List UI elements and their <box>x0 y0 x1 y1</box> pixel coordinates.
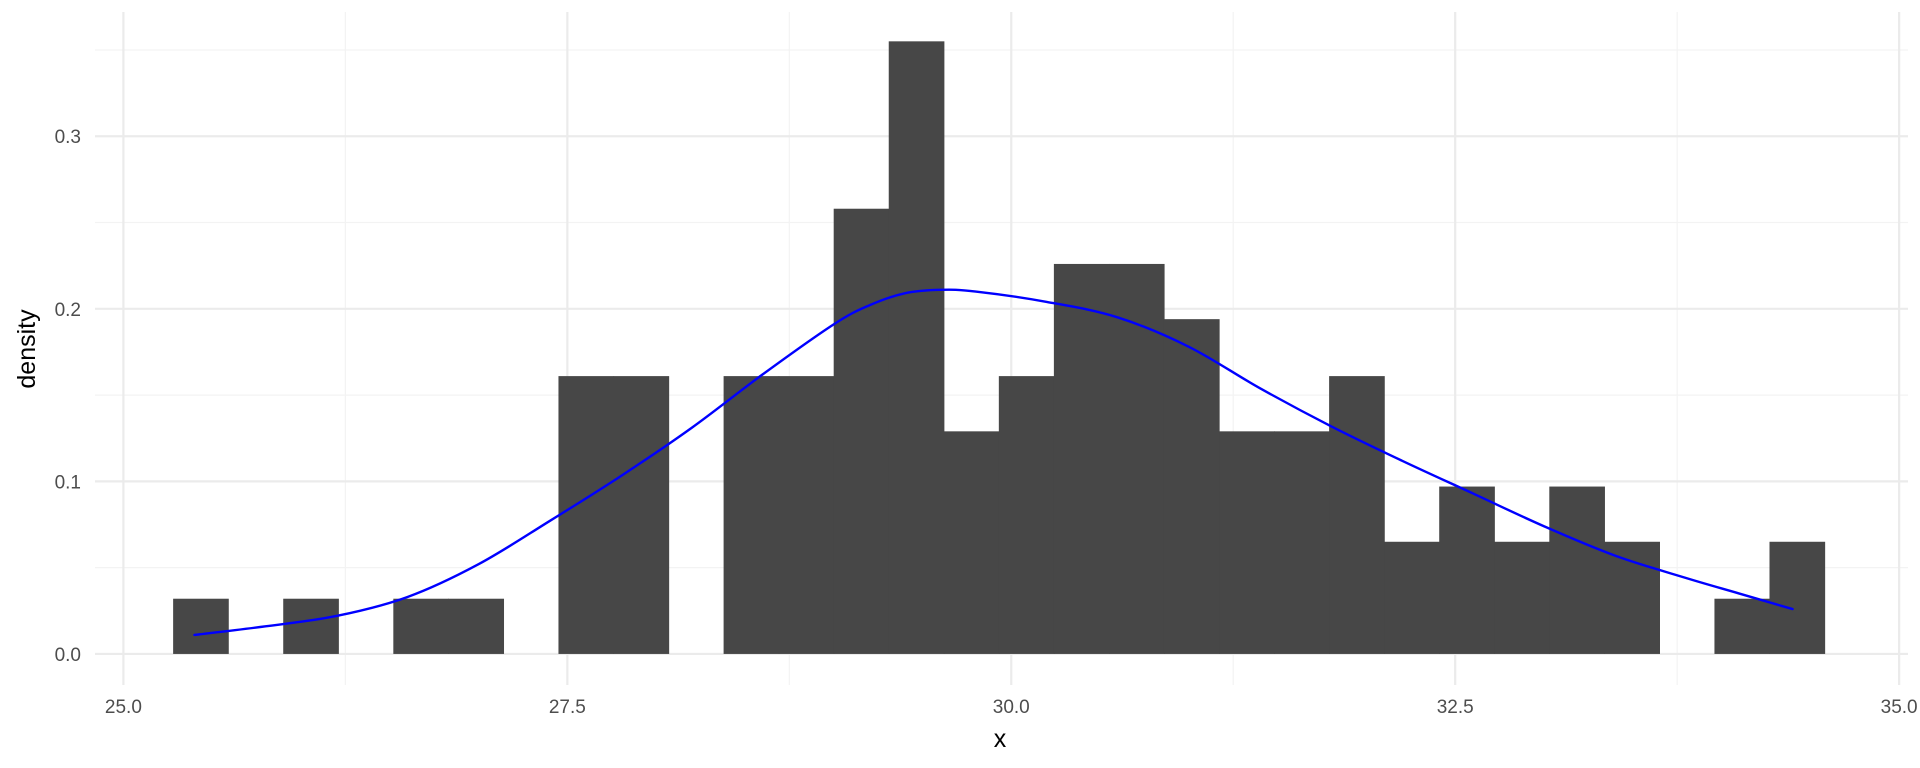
histogram-bar-22 <box>1384 541 1440 654</box>
y-tick-label-1: 0.1 <box>55 472 81 493</box>
y-axis-title: density <box>13 309 41 389</box>
y-tick-label-3: 0.3 <box>55 127 81 148</box>
x-tick-label-1: 27.5 <box>549 697 586 718</box>
histogram-bar-8 <box>613 376 670 654</box>
x-tick-label-0: 25.0 <box>105 697 142 718</box>
histogram-bar-15 <box>998 376 1055 654</box>
histogram-bar-17 <box>1108 263 1165 654</box>
x-axis-tick-labels: 25.0 27.5 30.0 32.5 35.0 <box>105 697 1918 718</box>
histogram-bar-13 <box>888 41 945 654</box>
x-axis-title: x <box>994 725 1007 753</box>
histogram-bar-12 <box>833 208 890 654</box>
histogram-bar-11 <box>778 376 835 654</box>
histogram-bar-28 <box>1714 598 1771 654</box>
x-tick-label-2: 30.0 <box>993 697 1030 718</box>
histogram-bar-16 <box>1053 263 1110 654</box>
histogram-bar-5 <box>448 598 505 654</box>
histogram-bar-4 <box>393 598 449 654</box>
density-curve-layer <box>193 288 1794 637</box>
histogram-bar-19 <box>1219 431 1275 654</box>
histogram-bar-23 <box>1439 486 1495 654</box>
x-tick-label-3: 32.5 <box>1437 697 1474 718</box>
histogram-bar-10 <box>723 376 780 654</box>
histogram-bar-29 <box>1769 541 1826 654</box>
histogram-bar-20 <box>1274 431 1330 654</box>
density-curve-line <box>193 288 1794 637</box>
x-tick-label-4: 35.0 <box>1881 697 1918 718</box>
y-tick-label-0: 0.0 <box>55 645 81 666</box>
histogram-bar-0 <box>173 598 229 654</box>
y-axis-tick-labels: 0.0 0.1 0.2 0.3 <box>55 127 81 666</box>
histogram-bar-24 <box>1494 541 1550 654</box>
y-tick-label-2: 0.2 <box>55 300 81 321</box>
histogram-bar-2 <box>283 598 339 654</box>
histogram-bar-26 <box>1604 541 1661 654</box>
histogram-bar-21 <box>1329 376 1385 654</box>
histogram-bars <box>173 41 1826 654</box>
histogram-bar-25 <box>1549 486 1605 654</box>
histogram-bar-14 <box>943 431 1000 654</box>
histogram-bar-18 <box>1163 319 1220 654</box>
histogram-bar-7 <box>558 376 615 654</box>
